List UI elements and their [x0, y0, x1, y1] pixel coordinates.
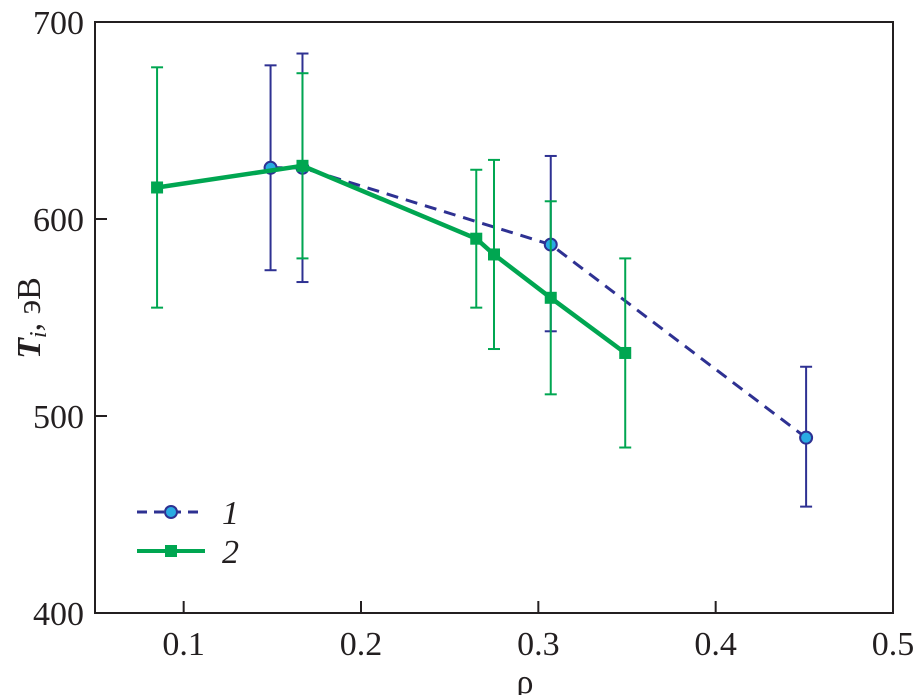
- axis-ticks: [95, 21, 894, 614]
- data-point: [799, 430, 814, 445]
- series-1-error-bars: [264, 52, 813, 508]
- y-axis-label-unit: , эВ: [11, 277, 48, 331]
- y-axis-label-subscript: i: [26, 331, 52, 338]
- series-2-line: [156, 163, 627, 355]
- y-axis-label: Ti, эВ: [11, 277, 52, 359]
- x-axis-label: ρ: [517, 664, 534, 695]
- x-tick-label: 0.1: [162, 626, 205, 663]
- data-point: [488, 248, 500, 261]
- y-axis-label-symbol: T: [11, 337, 48, 359]
- x-tick-label: 0.4: [694, 626, 737, 663]
- x-tick-label: 0.2: [340, 626, 383, 663]
- x-tick-label: 0.3: [517, 626, 560, 663]
- data-point: [544, 291, 557, 304]
- data-point: [296, 159, 309, 172]
- series-2-error-bars: [151, 66, 632, 449]
- plot-frame: [94, 21, 894, 614]
- y-tick-label: 500: [33, 399, 84, 436]
- y-tick-label: 600: [33, 202, 84, 239]
- series-2: [151, 66, 632, 449]
- data-point: [470, 232, 483, 245]
- legend-label-2: 2: [222, 534, 239, 571]
- tick-labels: 0.1 0.2 0.3 0.4 0.5 400 500 600 700: [33, 5, 914, 663]
- y-tick-label: 700: [33, 5, 84, 42]
- legend-label-1: 1: [222, 495, 239, 532]
- series-layer: [151, 52, 814, 508]
- data-point: [151, 181, 164, 194]
- series-1: [263, 52, 814, 508]
- data-point: [619, 346, 632, 359]
- legend-marker-1: [164, 505, 178, 519]
- legend-marker-2: [165, 545, 177, 557]
- legend: 1 2: [137, 495, 239, 571]
- series-1-line: [270, 166, 808, 439]
- y-tick-label: 400: [33, 596, 84, 633]
- x-tick-label: 0.5: [872, 626, 915, 663]
